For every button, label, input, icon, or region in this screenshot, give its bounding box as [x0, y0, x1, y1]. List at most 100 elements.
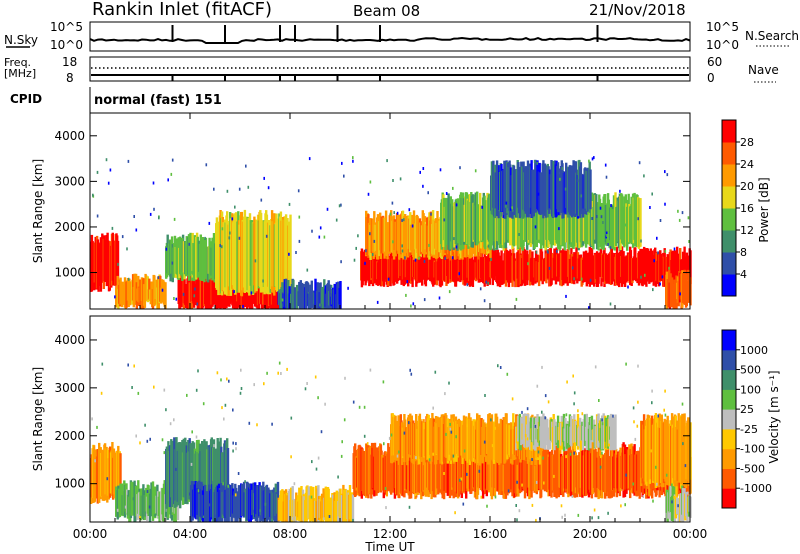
noise-cell: [228, 379, 230, 383]
noise-cell: [605, 235, 607, 239]
noise-cell: [234, 493, 237, 497]
noise-cell: [149, 437, 151, 441]
noise-cell: [240, 368, 242, 372]
noise-cell: [507, 489, 510, 493]
nsearch-tick-top: 10^5: [706, 20, 739, 34]
noise-cell: [330, 293, 332, 297]
noise-cell: [161, 288, 164, 292]
colorbar-tick-label: 28: [740, 136, 754, 149]
scatter-cell: [146, 276, 149, 303]
noise-cell: [259, 509, 261, 513]
noise-cell: [632, 406, 635, 410]
colorbar-segment: [722, 252, 736, 275]
noise-cell: [580, 277, 583, 281]
noise-cell: [601, 418, 603, 422]
nave-label: Nave: [748, 63, 779, 77]
noise-cell: [127, 363, 129, 367]
noise-cell: [566, 380, 568, 384]
nsearch-label: N.Search: [745, 29, 799, 43]
noise-cell: [311, 460, 313, 464]
noise-cell: [221, 406, 223, 410]
noise-cell: [588, 159, 590, 163]
noise-cell: [512, 224, 515, 228]
scatter-cell: [289, 214, 292, 289]
velocity-range-axis: 1000 2000 3000 4000: [54, 333, 690, 491]
power-ylabel: Slant Range [km]: [31, 159, 45, 263]
noise-cell: [566, 420, 569, 424]
noise-cell: [673, 247, 676, 251]
noise-cell: [323, 235, 326, 239]
noise-cell: [387, 277, 390, 281]
colorbar-segment: [722, 142, 736, 165]
noise-cell: [460, 477, 463, 481]
nave-tick-bottom: 0: [707, 71, 715, 85]
noise-cell: [295, 251, 297, 254]
noise-cell: [678, 218, 681, 222]
noise-cell: [262, 279, 264, 283]
noise-cell: [252, 509, 254, 513]
noise-cell: [306, 382, 308, 385]
noise-cell: [604, 163, 607, 167]
noise-cell: [169, 422, 172, 426]
noise-cell: [596, 215, 598, 218]
noise-cell: [687, 491, 689, 495]
noise-cell: [521, 410, 523, 414]
noise-cell: [146, 439, 149, 443]
noise-cell: [237, 472, 240, 475]
noise-cell: [494, 495, 497, 499]
time-tick-label: 00:00: [73, 527, 108, 541]
noise-cell: [505, 201, 508, 205]
noise-cell: [226, 189, 229, 193]
noise-cell: [659, 219, 662, 222]
noise-cell: [408, 421, 410, 425]
noise-cell: [454, 511, 456, 515]
noise-cell: [455, 203, 458, 207]
noise-cell: [483, 440, 486, 444]
noise-cell: [487, 281, 490, 285]
noise-cell: [644, 273, 646, 277]
noise-cell: [158, 216, 160, 220]
noise-cell: [518, 233, 520, 236]
colorbar-tick-label: -1000: [740, 482, 772, 495]
noise-cell: [687, 216, 690, 220]
noise-cell: [386, 159, 388, 163]
noise-cell: [478, 469, 481, 473]
scatter-cell: [589, 169, 592, 210]
noise-cell: [219, 244, 221, 248]
noise-cell: [432, 452, 434, 456]
colorbar-tick-label: -500: [740, 462, 765, 475]
noise-cell: [396, 211, 399, 215]
noise-cell: [577, 513, 580, 517]
noise-cell: [632, 482, 634, 486]
noise-cell: [286, 367, 288, 371]
noise-cell: [535, 250, 538, 254]
noise-cell: [189, 492, 191, 496]
colorbar-segment: [722, 230, 736, 253]
colorbar-tick-label: 100: [740, 383, 761, 396]
colorbar-segment: [722, 369, 736, 390]
noise-cell: [288, 202, 291, 206]
noise-cell: [191, 430, 193, 434]
noise-cell: [197, 369, 199, 373]
noise-cell: [448, 290, 451, 294]
noise-cell: [124, 505, 127, 509]
noise-cell: [109, 168, 112, 172]
freq-tick-top: 18: [62, 55, 77, 69]
freq-panel: Freq. [MHz] 18 8 Nave 60 0: [4, 55, 779, 85]
noise-cell: [543, 481, 545, 485]
noise-cell: [376, 300, 379, 304]
nsky-panel: N.Sky 10^5 10^0 N.Search 10^5 10^0: [4, 20, 799, 52]
freq-tick-bottom: 8: [66, 71, 74, 85]
noise-cell: [573, 451, 575, 455]
noise-cell: [247, 185, 250, 189]
noise-cell: [564, 513, 566, 517]
noise-cell: [474, 202, 476, 206]
noise-cell: [673, 495, 675, 499]
noise-cell: [240, 387, 243, 390]
noise-cell: [244, 480, 246, 484]
noise-cell: [516, 480, 518, 484]
noise-cell: [175, 467, 177, 471]
noise-cell: [317, 456, 320, 460]
noise-cell: [661, 275, 664, 279]
noise-cell: [369, 368, 372, 372]
